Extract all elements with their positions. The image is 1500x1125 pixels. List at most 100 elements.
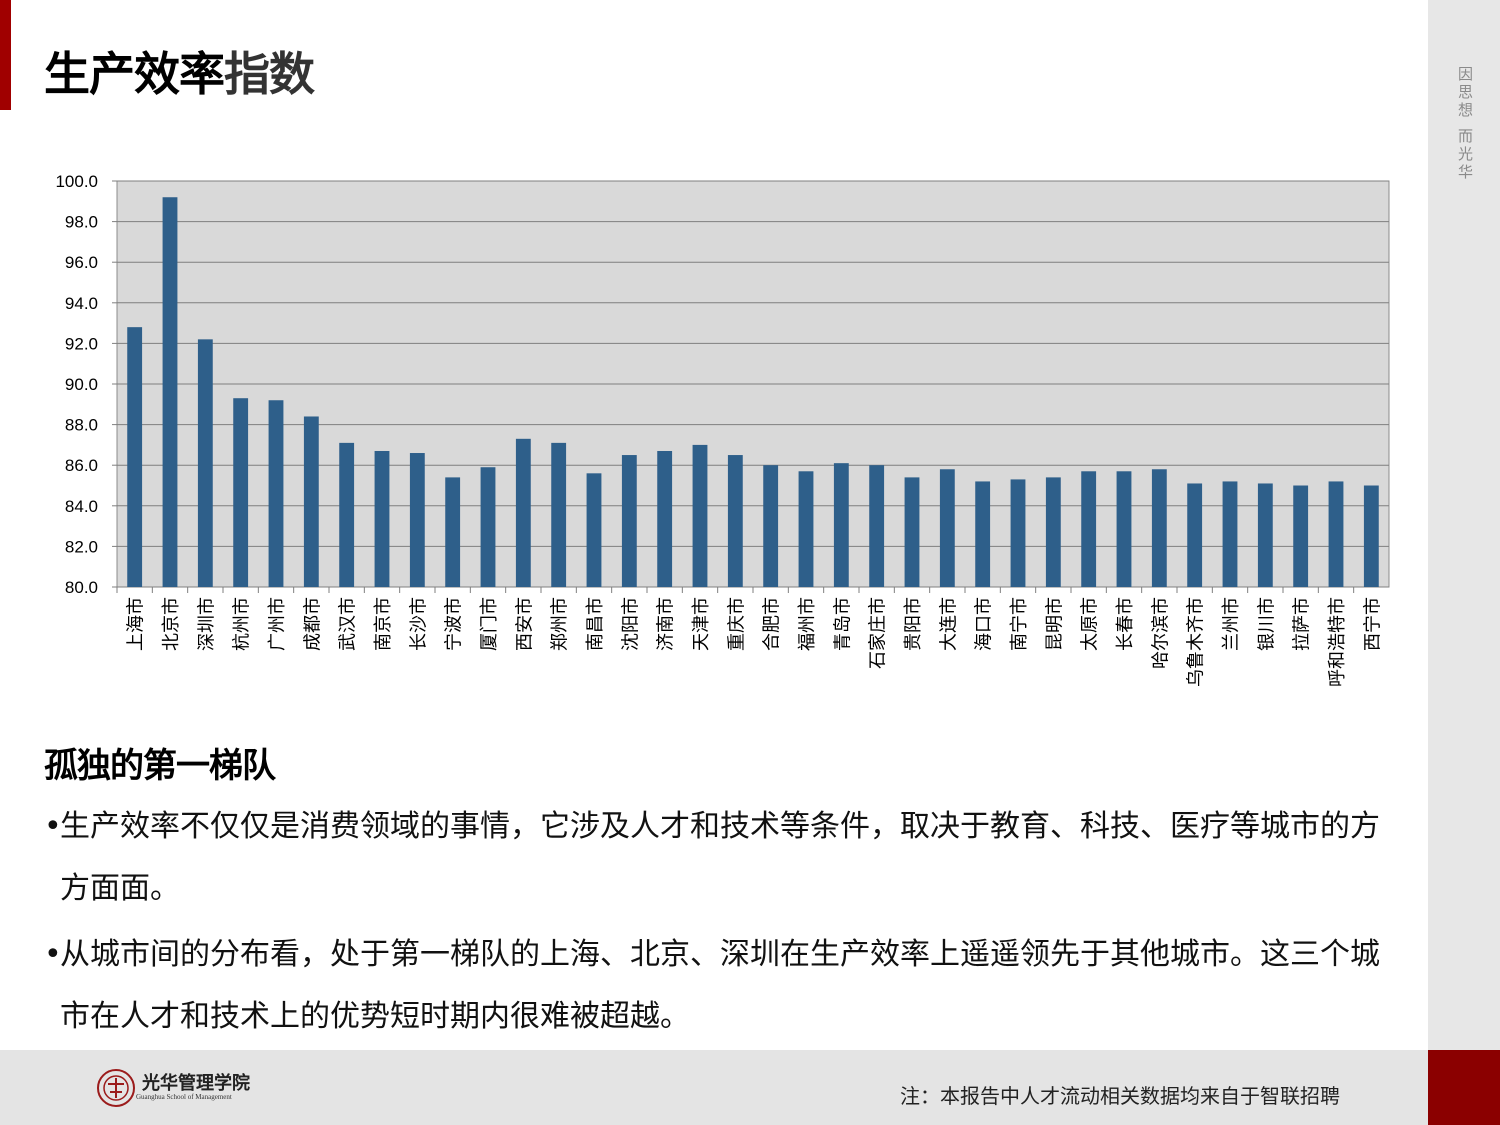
x-tick-label: 兰州市 <box>1221 597 1242 651</box>
y-tick-label: 88.0 <box>65 416 98 435</box>
bar <box>1328 481 1344 587</box>
x-tick-label: 杭州市 <box>232 597 253 651</box>
x-tick-label: 长沙市 <box>408 597 429 651</box>
x-tick-label: 郑州市 <box>550 597 571 651</box>
y-axis-ticks: 80.0 82.0 84.0 86.0 88.0 90.0 92.0 94.0 96.0 98.0… <box>55 172 117 597</box>
bar <box>1363 485 1379 587</box>
bar <box>339 442 355 587</box>
y-tick-label: 96.0 <box>65 253 98 272</box>
bar <box>727 455 743 587</box>
x-tick-label: 南宁市 <box>1009 597 1030 651</box>
x-tick-label: 哈尔滨市 <box>1150 597 1171 669</box>
title-suffix: 指数 <box>224 47 315 101</box>
x-tick-label: 合肥市 <box>762 597 783 651</box>
x-tick-label: 青岛市 <box>832 597 853 651</box>
x-tick-label: 西宁市 <box>1362 597 1383 651</box>
x-tick-label: 银川市 <box>1256 597 1277 651</box>
bar <box>869 465 885 587</box>
x-tick-label: 西安市 <box>514 597 535 651</box>
y-tick-label: 100.0 <box>55 172 98 191</box>
side-panel <box>1428 0 1500 1050</box>
x-tick-label: 呼和浩特市 <box>1327 597 1348 687</box>
y-tick-label: 90.0 <box>65 375 98 394</box>
x-tick-label: 天津市 <box>691 597 712 651</box>
bar <box>1010 479 1026 587</box>
bar-chart: 80.0 82.0 84.0 86.0 88.0 90.0 92.0 94.0 96.0 98.0… <box>55 172 1390 687</box>
bar <box>586 473 602 587</box>
bar <box>833 463 849 587</box>
bar <box>374 450 390 587</box>
x-tick-label: 重庆市 <box>726 597 747 651</box>
bar <box>303 416 319 587</box>
bar <box>268 400 284 587</box>
x-tick-label: 海口市 <box>974 597 995 651</box>
x-tick-label: 大连市 <box>938 597 959 651</box>
school-logo: 光华管理学院 Guanghua School of Management <box>96 1068 250 1108</box>
bar <box>1187 483 1203 587</box>
seal-icon <box>97 1069 135 1107</box>
footer-note: 注：本报告中人才流动相关数据均来自于智联招聘 <box>900 1084 1340 1108</box>
x-tick-label: 昆明市 <box>1044 597 1065 651</box>
title-main: 生产效率 <box>44 47 225 101</box>
page-title: 生产效率指数 <box>44 38 315 104</box>
bar <box>480 467 496 587</box>
bullet-text: 从城市间的分布看，处于第一梯队的上海、北京、深圳在生产效率上遥遥领先于其他城市。… <box>60 937 1380 1034</box>
x-tick-label: 乌鲁木齐市 <box>1186 597 1207 687</box>
bar <box>1045 477 1061 587</box>
bar <box>1081 471 1097 587</box>
y-tick-label: 92.0 <box>65 334 98 353</box>
bar <box>975 481 991 587</box>
x-tick-label: 武汉市 <box>338 597 359 651</box>
x-tick-label: 上海市 <box>126 597 147 651</box>
bullet-1: • 生产效率不仅仅是消费领域的事情，它涉及人才和技术等条件，取决于教育、科技、医… <box>44 796 1404 920</box>
bar <box>1222 481 1238 587</box>
x-tick-label: 福州市 <box>797 597 818 651</box>
bar <box>515 438 531 587</box>
bar <box>1151 469 1167 587</box>
logo-subtitle: Guanghua School of Management <box>136 1093 232 1101</box>
x-tick-label: 宁波市 <box>444 597 465 651</box>
x-tick-label: 贵阳市 <box>903 597 924 651</box>
bullet-2: • 从城市间的分布看，处于第一梯队的上海、北京、深圳在生产效率上遥遥领先于其他城… <box>44 924 1404 1048</box>
x-tick-label: 太原市 <box>1080 597 1101 651</box>
section-subtitle: 孤独的第一梯队 <box>44 746 276 786</box>
bar <box>162 197 178 588</box>
bar <box>409 453 425 587</box>
y-tick-label: 82.0 <box>65 537 98 556</box>
x-tick-label: 北京市 <box>161 597 182 651</box>
y-tick-label: 84.0 <box>65 497 98 516</box>
bar <box>763 465 779 587</box>
bar <box>904 477 920 587</box>
bullet-marker: • <box>44 937 62 972</box>
x-tick-label: 成都市 <box>302 597 323 651</box>
x-tick-label: 石家庄市 <box>868 597 889 669</box>
bullet-text: 生产效率不仅仅是消费领域的事情，它涉及人才和技术等条件，取决于教育、科技、医疗等… <box>60 809 1380 906</box>
bar <box>551 442 567 587</box>
x-axis-ticks: 上海市 北京市 深圳市 杭州市 广州市 成都市 武汉市 南京市 长沙市 宁波市 厦门市 西安市 郑州市南… <box>116 587 1383 687</box>
bar <box>1257 483 1273 587</box>
grid-lines <box>117 180 1389 588</box>
bar <box>1293 485 1309 587</box>
x-tick-label: 广州市 <box>267 597 288 651</box>
side-motto: 因思想 而光华 <box>1456 66 1474 182</box>
x-tick-label: 济南市 <box>656 597 677 651</box>
bars <box>127 197 1379 588</box>
x-tick-label: 南昌市 <box>585 597 606 651</box>
footer-accent <box>1428 1050 1500 1125</box>
y-tick-label: 80.0 <box>65 578 98 597</box>
x-tick-label: 长春市 <box>1115 597 1136 651</box>
x-tick-label: 沈阳市 <box>620 597 641 651</box>
bar <box>692 444 708 587</box>
bar <box>798 471 814 587</box>
bar <box>939 469 955 587</box>
footer-bar <box>0 1050 1428 1125</box>
x-tick-label: 厦门市 <box>479 597 500 651</box>
left-accent-bar <box>0 0 11 110</box>
bar <box>233 398 249 587</box>
bar <box>445 477 461 587</box>
bar <box>127 327 143 587</box>
logo-name: 光华管理学院 <box>142 1073 250 1094</box>
y-tick-label: 98.0 <box>65 213 98 232</box>
bullet-marker: • <box>44 809 62 844</box>
bar <box>1116 471 1132 587</box>
